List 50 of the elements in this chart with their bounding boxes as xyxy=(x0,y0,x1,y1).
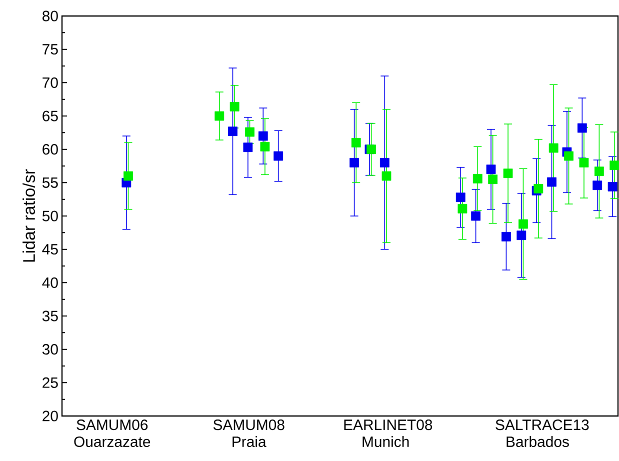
point xyxy=(351,138,361,148)
x-tick-label: SAMUM06 Ouarzazate xyxy=(74,420,150,448)
y-tick-label: 30 xyxy=(42,344,58,355)
point xyxy=(382,171,392,181)
y-tick-label: 35 xyxy=(42,310,58,322)
point xyxy=(488,174,498,184)
y-tick-label: 80 xyxy=(42,10,58,22)
point xyxy=(594,166,604,176)
y-axis-title: Lidar ratio/sr xyxy=(22,169,36,262)
point xyxy=(458,204,468,214)
point xyxy=(516,230,526,240)
point xyxy=(548,143,558,153)
y-tick-label: 45 xyxy=(42,244,58,255)
point xyxy=(502,232,511,242)
point xyxy=(518,219,528,229)
y-tick-label: 60 xyxy=(42,144,58,155)
point xyxy=(592,180,602,190)
x-tick-label: SALTRACE13 Barbados xyxy=(496,420,589,448)
point xyxy=(260,142,270,152)
point xyxy=(610,160,619,170)
y-tick-label: 50 xyxy=(42,210,58,222)
point xyxy=(230,102,240,112)
point xyxy=(243,142,253,152)
point xyxy=(456,192,466,202)
y-tick-label: 55 xyxy=(42,177,58,188)
point xyxy=(214,111,224,121)
y-tick-label: 70 xyxy=(42,77,58,88)
point xyxy=(472,174,482,184)
x-tick-label: SAMUM08 Praia xyxy=(213,420,284,448)
x-tick-label: EARLINET08 Munich xyxy=(344,420,432,448)
point xyxy=(547,177,556,187)
point xyxy=(124,171,133,181)
point xyxy=(486,164,496,174)
point xyxy=(274,151,284,161)
point xyxy=(503,168,513,178)
y-tick-label: 20 xyxy=(42,410,58,422)
point xyxy=(579,158,589,168)
point xyxy=(228,126,238,136)
y-tick-label: 65 xyxy=(42,110,58,122)
point xyxy=(577,123,587,133)
y-tick-label: 75 xyxy=(42,44,58,55)
y-tick-label: 40 xyxy=(42,277,58,288)
point xyxy=(350,158,359,168)
point xyxy=(608,182,618,192)
point xyxy=(471,211,481,221)
point xyxy=(258,131,268,141)
point xyxy=(380,158,390,168)
y-tick-label: 25 xyxy=(42,377,58,388)
point xyxy=(245,127,254,137)
point xyxy=(564,151,574,161)
